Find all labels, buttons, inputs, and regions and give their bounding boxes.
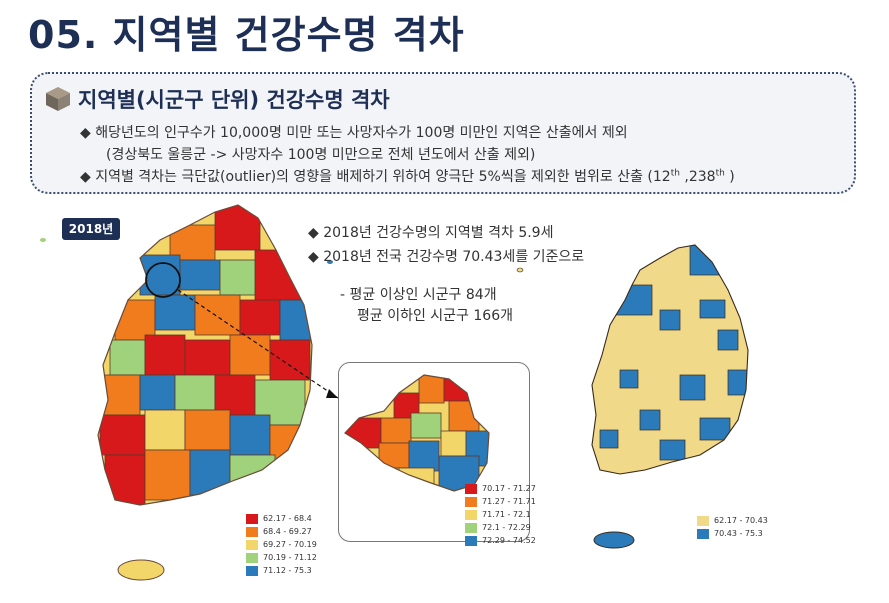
bullet-gap-method: ◆ 지역별 격차는 극단값(outlier)의 영향을 배제하기 위하여 양극단… bbox=[80, 166, 735, 186]
legend-swatch bbox=[465, 535, 477, 546]
seoul-inset-panel bbox=[338, 362, 530, 542]
legend-swatch bbox=[465, 509, 477, 520]
note-below-average: 평균 이하인 시군구 166개 bbox=[357, 308, 513, 324]
legend-main-row: 62.17 - 68.4 bbox=[246, 512, 317, 525]
legend-label: 70.17 - 71.27 bbox=[482, 484, 536, 493]
legend-main: 62.17 - 68.4 68.4 - 69.27 69.27 - 70.19 … bbox=[246, 512, 317, 577]
sup-th-2: th bbox=[715, 168, 725, 179]
legend-label: 62.17 - 70.43 bbox=[714, 516, 768, 525]
legend-label: 72.1 - 72.29 bbox=[482, 523, 531, 532]
legend-main-row: 70.19 - 71.12 bbox=[246, 551, 317, 564]
sup-th-1: th bbox=[670, 168, 680, 179]
legend-seoul-row: 72.29 - 74.52 bbox=[465, 534, 536, 547]
legend-label: 62.17 - 68.4 bbox=[263, 514, 312, 523]
legend-swatch bbox=[246, 526, 258, 537]
legend-main-row: 71.12 - 75.3 bbox=[246, 564, 317, 577]
legend-label: 71.71 - 72.1 bbox=[482, 510, 531, 519]
legend-label: 69.27 - 70.19 bbox=[263, 540, 317, 549]
legend-seoul-row: 72.1 - 72.29 bbox=[465, 521, 536, 534]
legend-label: 68.4 - 69.27 bbox=[263, 527, 312, 536]
legend-binary: 62.17 - 70.43 70.43 - 75.3 bbox=[697, 514, 768, 540]
note-gap: ◆ 2018년 건강수명의 지역별 격차 5.9세 bbox=[308, 225, 554, 241]
legend-binary-row: 62.17 - 70.43 bbox=[697, 514, 768, 527]
legend-seoul-row: 71.71 - 72.1 bbox=[465, 508, 536, 521]
legend-label: 71.12 - 75.3 bbox=[263, 566, 312, 575]
summary-heading: 지역별(시군구 단위) 건강수명 격차 bbox=[78, 88, 390, 112]
legend-swatch bbox=[465, 496, 477, 507]
gap-text-2: ,238 bbox=[679, 169, 716, 185]
note-above-average: - 평균 이상인 시군구 84개 bbox=[340, 287, 497, 303]
legend-label: 71.27 - 71.71 bbox=[482, 497, 536, 506]
legend-main-row: 69.27 - 70.19 bbox=[246, 538, 317, 551]
summary-box: 지역별(시군구 단위) 건강수명 격차 ◆ 해당년도의 인구수가 10,000명… bbox=[30, 72, 856, 194]
bullet-exclusion-note: (경상북도 울릉군 -> 사망자수 100명 미만으로 전체 년도에서 산출 제… bbox=[106, 147, 536, 163]
seoul-map bbox=[344, 374, 490, 492]
legend-main-row: 68.4 - 69.27 bbox=[246, 525, 317, 538]
legend-swatch bbox=[246, 539, 258, 550]
note-baseline: ◆ 2018년 전국 건강수명 70.43세를 기준으로 bbox=[308, 249, 585, 265]
page-title: 05. 지역별 건강수명 격차 bbox=[28, 13, 465, 57]
legend-seoul: 70.17 - 71.27 71.27 - 71.71 71.71 - 72.1… bbox=[465, 482, 536, 547]
legend-swatch bbox=[246, 565, 258, 576]
bullet-exclusion: ◆ 해당년도의 인구수가 10,000명 미만 또는 사망자수가 100명 미만… bbox=[80, 125, 628, 141]
legend-swatch bbox=[465, 483, 477, 494]
cube-icon bbox=[46, 87, 70, 111]
legend-swatch bbox=[697, 528, 709, 539]
legend-swatch bbox=[465, 522, 477, 533]
gap-text-1: ◆ 지역별 격차는 극단값(outlier)의 영향을 배제하기 위하여 양극단… bbox=[80, 169, 671, 185]
legend-swatch bbox=[697, 515, 709, 526]
legend-seoul-row: 71.27 - 71.71 bbox=[465, 495, 536, 508]
legend-label: 72.29 - 74.52 bbox=[482, 536, 536, 545]
legend-swatch bbox=[246, 513, 258, 524]
legend-label: 70.43 - 75.3 bbox=[714, 529, 763, 538]
year-badge: 2018년 bbox=[62, 218, 120, 240]
gap-text-3: ) bbox=[724, 169, 735, 185]
legend-binary-row: 70.43 - 75.3 bbox=[697, 527, 768, 540]
legend-swatch bbox=[246, 552, 258, 563]
legend-seoul-row: 70.17 - 71.27 bbox=[465, 482, 536, 495]
legend-label: 70.19 - 71.12 bbox=[263, 553, 317, 562]
